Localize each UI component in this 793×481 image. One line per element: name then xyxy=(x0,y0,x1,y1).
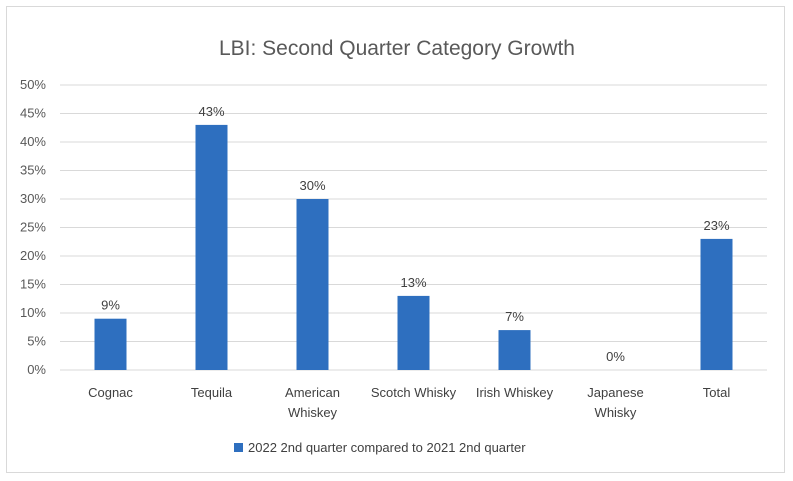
category-label: Japanese xyxy=(587,385,643,400)
category-label: Total xyxy=(703,385,731,400)
y-tick-label: 5% xyxy=(27,334,46,349)
category-label: Whisky xyxy=(595,405,637,420)
y-tick-label: 30% xyxy=(20,191,46,206)
bar xyxy=(94,318,127,370)
category-label: Cognac xyxy=(88,385,133,400)
data-label: 9% xyxy=(101,298,120,313)
y-tick-label: 40% xyxy=(20,134,46,149)
legend: 2022 2nd quarter compared to 2021 2nd qu… xyxy=(234,440,526,455)
bar xyxy=(397,295,430,370)
category-label: American xyxy=(285,385,340,400)
data-label: 23% xyxy=(703,218,729,233)
legend-label: 2022 2nd quarter compared to 2021 2nd qu… xyxy=(248,440,526,455)
y-tick-label: 20% xyxy=(20,248,46,263)
data-label: 43% xyxy=(198,104,224,119)
y-tick-label: 15% xyxy=(20,277,46,292)
y-axis-ticks: 0% 5% 10% 15% 20% 25% 30% 35% 40% 45% 50% xyxy=(20,77,46,377)
chart-title: LBI: Second Quarter Category Growth xyxy=(219,37,575,60)
bar xyxy=(700,238,733,370)
legend-swatch xyxy=(234,443,243,452)
bar xyxy=(498,330,531,370)
chart-frame: LBI: Second Quarter Category Growth 0% 5%… xyxy=(6,6,785,473)
y-tick-label: 35% xyxy=(20,163,46,178)
category-label: Irish Whiskey xyxy=(476,385,554,400)
bar xyxy=(296,199,329,370)
y-tick-label: 10% xyxy=(20,305,46,320)
bar xyxy=(195,124,228,371)
data-label: 0% xyxy=(606,349,625,364)
y-tick-label: 0% xyxy=(27,362,46,377)
data-label: 7% xyxy=(505,309,524,324)
bar-chart: LBI: Second Quarter Category Growth 0% 5%… xyxy=(20,37,767,455)
gridlines xyxy=(60,84,767,371)
y-tick-label: 25% xyxy=(20,220,46,235)
category-label: Whiskey xyxy=(288,405,338,420)
data-label: 30% xyxy=(299,178,325,193)
y-tick-label: 50% xyxy=(20,77,46,92)
category-label: Scotch Whisky xyxy=(371,385,457,400)
y-tick-label: 45% xyxy=(20,106,46,121)
bars xyxy=(94,124,733,371)
data-labels: 9% 43% 30% 13% 7% 0% 23% xyxy=(101,104,730,364)
data-label: 13% xyxy=(400,275,426,290)
category-label: Tequila xyxy=(191,385,233,400)
category-labels: Cognac Tequila American Whiskey Scotch Whisk… xyxy=(88,385,730,420)
